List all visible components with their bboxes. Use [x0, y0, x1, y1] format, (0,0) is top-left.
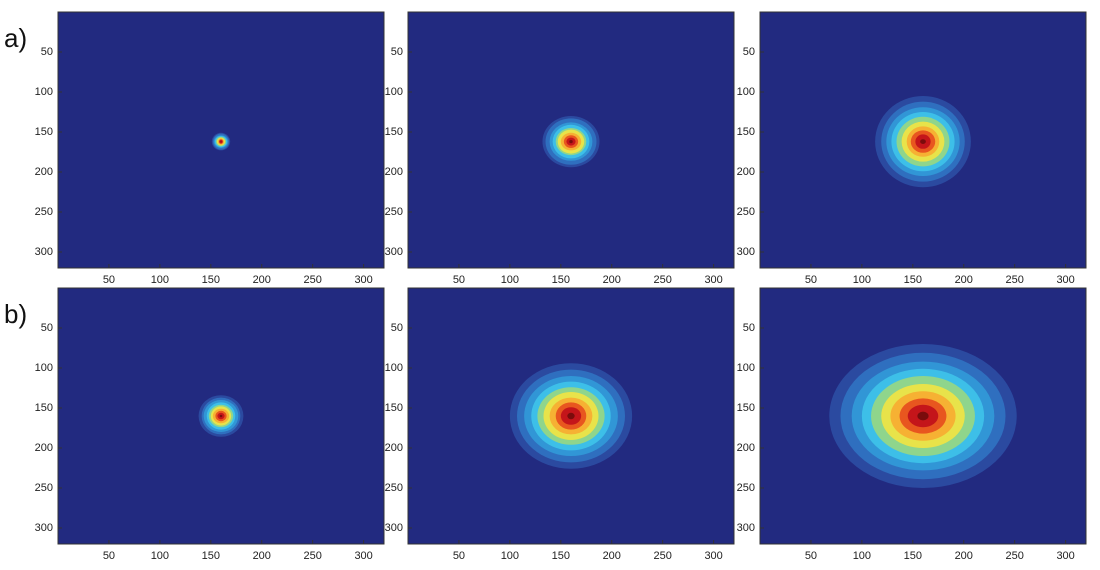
- heatmap: [58, 288, 384, 544]
- intensity-contour: [220, 141, 222, 143]
- x-tick-label: 100: [853, 274, 871, 286]
- heatmap: [408, 12, 734, 268]
- axes-frame: [759, 287, 1087, 545]
- y-tick-label: 250: [35, 206, 53, 218]
- y-tick-label: 300: [737, 522, 755, 534]
- intensity-contour: [219, 414, 223, 418]
- y-tick-label: 250: [737, 482, 755, 494]
- y-tick-label: 200: [737, 442, 755, 454]
- heatmap: [760, 288, 1086, 544]
- x-tick-label: 300: [1056, 274, 1074, 286]
- intensity-contour: [917, 411, 929, 421]
- y-tick-label: 100: [35, 86, 53, 98]
- x-tick-label: 200: [603, 550, 621, 562]
- heatmap: [760, 12, 1086, 268]
- y-tick-label: 200: [385, 166, 403, 178]
- y-tick-label: 300: [385, 246, 403, 258]
- y-tick-label: 50: [743, 46, 755, 58]
- axes-frame: [57, 287, 385, 545]
- x-tick-label: 250: [304, 274, 322, 286]
- x-tick-label: 150: [904, 274, 922, 286]
- x-tick-label: 300: [354, 550, 372, 562]
- y-tick-label: 300: [35, 522, 53, 534]
- y-tick-label: 250: [35, 482, 53, 494]
- y-tick-label: 300: [737, 246, 755, 258]
- row-label: b): [4, 299, 27, 329]
- intensity-contour: [920, 139, 926, 145]
- x-tick-label: 300: [354, 274, 372, 286]
- x-tick-label: 150: [552, 274, 570, 286]
- x-tick-label: 50: [103, 550, 115, 562]
- intensity-contour: [569, 140, 573, 144]
- x-tick-label: 200: [253, 274, 271, 286]
- x-tick-label: 200: [603, 274, 621, 286]
- axes-frame: [57, 11, 385, 269]
- y-tick-label: 150: [385, 402, 403, 414]
- x-tick-label: 250: [304, 550, 322, 562]
- x-tick-label: 300: [704, 274, 722, 286]
- y-tick-label: 200: [35, 166, 53, 178]
- x-tick-label: 50: [103, 274, 115, 286]
- x-tick-label: 300: [704, 550, 722, 562]
- y-tick-label: 50: [41, 322, 53, 334]
- y-tick-label: 200: [385, 442, 403, 454]
- y-tick-label: 200: [35, 442, 53, 454]
- y-tick-label: 100: [385, 362, 403, 374]
- x-tick-label: 50: [453, 550, 465, 562]
- x-tick-label: 150: [202, 274, 220, 286]
- y-tick-label: 200: [737, 166, 755, 178]
- y-tick-label: 50: [743, 322, 755, 334]
- axes-frame: [407, 11, 735, 269]
- x-tick-label: 150: [202, 550, 220, 562]
- x-tick-label: 250: [1006, 274, 1024, 286]
- y-tick-label: 300: [35, 246, 53, 258]
- x-tick-label: 300: [1056, 550, 1074, 562]
- x-tick-label: 100: [501, 274, 519, 286]
- y-tick-label: 100: [385, 86, 403, 98]
- axes-frame: [759, 11, 1087, 269]
- y-tick-label: 100: [737, 362, 755, 374]
- y-tick-label: 150: [35, 126, 53, 138]
- x-tick-label: 150: [552, 550, 570, 562]
- x-tick-label: 100: [151, 550, 169, 562]
- x-tick-label: 50: [805, 274, 817, 286]
- y-tick-label: 300: [385, 522, 403, 534]
- y-tick-label: 150: [737, 402, 755, 414]
- x-tick-label: 150: [904, 550, 922, 562]
- x-tick-label: 250: [654, 274, 672, 286]
- x-tick-label: 250: [654, 550, 672, 562]
- x-tick-label: 100: [151, 274, 169, 286]
- y-tick-label: 250: [385, 482, 403, 494]
- x-tick-label: 250: [1006, 550, 1024, 562]
- intensity-contour: [567, 412, 575, 420]
- x-tick-label: 50: [805, 550, 817, 562]
- x-tick-label: 200: [955, 274, 973, 286]
- y-tick-label: 50: [41, 46, 53, 58]
- y-tick-label: 50: [391, 46, 403, 58]
- heatmap: [408, 288, 734, 544]
- y-tick-label: 100: [737, 86, 755, 98]
- x-tick-label: 200: [955, 550, 973, 562]
- y-tick-label: 150: [35, 402, 53, 414]
- y-tick-label: 150: [385, 126, 403, 138]
- x-tick-label: 50: [453, 274, 465, 286]
- row-label: a): [4, 23, 27, 53]
- axes-frame: [407, 287, 735, 545]
- x-tick-label: 200: [253, 550, 271, 562]
- y-tick-label: 250: [737, 206, 755, 218]
- heatmap: [58, 12, 384, 268]
- x-tick-label: 100: [853, 550, 871, 562]
- y-tick-label: 100: [35, 362, 53, 374]
- y-tick-label: 150: [737, 126, 755, 138]
- y-tick-label: 50: [391, 322, 403, 334]
- y-tick-label: 250: [385, 206, 403, 218]
- x-tick-label: 100: [501, 550, 519, 562]
